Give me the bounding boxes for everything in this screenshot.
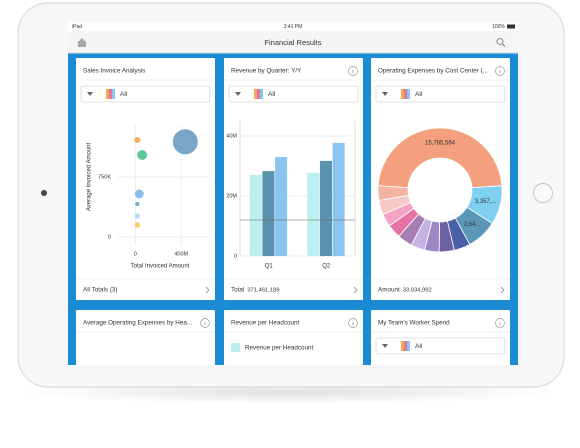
- footer-label: All Totals (3): [83, 287, 118, 294]
- filter-value: All: [120, 91, 128, 98]
- filter-value: All: [415, 343, 423, 350]
- donut-slice: [377, 185, 409, 201]
- y-tick-label: 40M: [226, 133, 237, 139]
- filter-dropdown[interactable]: [375, 337, 506, 355]
- clock: 3:41 PM: [284, 24, 303, 30]
- bar: [319, 160, 332, 256]
- bar: [262, 171, 275, 256]
- filter-value: All: [268, 91, 276, 98]
- card-title: Average Operating Expenses by Hea...: [83, 320, 192, 327]
- bubble: [134, 189, 144, 199]
- footer-value: 371,461,189: [247, 288, 279, 294]
- filter-icon-a: [254, 89, 257, 99]
- y-tick-label: 20M: [226, 193, 237, 199]
- bar: [307, 172, 320, 256]
- bubble: [134, 137, 141, 144]
- filter-icon-a: [401, 341, 404, 351]
- filter-icon-c: [112, 89, 115, 99]
- bubble: [172, 129, 198, 155]
- filter-icon-a: [106, 89, 109, 99]
- footer-label: Total: [231, 287, 244, 294]
- card-title: Operating Expenses by Cost Center (...: [378, 68, 488, 75]
- filter-dropdown[interactable]: [80, 85, 211, 103]
- app-title: Financial Results: [264, 38, 321, 47]
- info-icon[interactable]: [348, 318, 358, 328]
- filter-icon-c: [260, 89, 263, 99]
- dropdown-arrow: [382, 92, 388, 96]
- search-icon-handle: [501, 43, 506, 47]
- info-icon[interactable]: [495, 318, 505, 328]
- search-icon[interactable]: [496, 37, 504, 46]
- filter-icon-b: [404, 341, 407, 351]
- dropdown-arrow: [87, 92, 93, 96]
- footer-chevron[interactable]: [205, 286, 210, 294]
- y-tick-label: 750K: [98, 174, 111, 180]
- y-tick-label: 0: [234, 253, 237, 259]
- bubble: [135, 201, 140, 207]
- camera: [41, 190, 47, 196]
- x-tick-label: Q2: [322, 264, 331, 270]
- x-tick-label: 0: [134, 251, 137, 257]
- footer-label: Amount: [378, 287, 400, 294]
- bar: [332, 142, 345, 256]
- filter-icon-c: [407, 341, 410, 351]
- info-icon[interactable]: [200, 318, 210, 328]
- card: [76, 58, 215, 300]
- filter-value: All: [415, 91, 423, 98]
- bubble: [134, 213, 140, 219]
- dropdown-arrow: [235, 92, 241, 96]
- screen: iPad 3:41 PM 100% Financial Results Sale…: [68, 22, 518, 365]
- battery-icon: [507, 24, 515, 29]
- filter-icon-a: [401, 89, 404, 99]
- bubble: [137, 150, 148, 160]
- footer-chevron[interactable]: [500, 286, 505, 294]
- filter-dropdown[interactable]: [228, 85, 359, 103]
- x-tick-label: 400M: [174, 251, 188, 257]
- bubble: [134, 222, 140, 228]
- x-axis-label: Total Invoiced Amount: [131, 264, 190, 270]
- filter-dropdown[interactable]: [375, 85, 506, 103]
- dropdown-arrow: [382, 344, 388, 348]
- filter-icon-b: [109, 89, 112, 99]
- donut-slice: [377, 127, 503, 189]
- home-icon[interactable]: [77, 38, 87, 47]
- app-header: [68, 31, 518, 53]
- card-title: My Team's Worker Spend: [378, 320, 450, 327]
- battery-text: 100%: [492, 24, 505, 30]
- footer-chevron[interactable]: [353, 286, 358, 294]
- footer-value: 33,034,992: [403, 288, 432, 294]
- card: [76, 310, 215, 365]
- slice-label: 15,785,564: [425, 141, 456, 147]
- card: [224, 310, 363, 365]
- y-tick-label: 0: [108, 234, 111, 240]
- y-axis-label: Average Invoiced Amount: [87, 143, 93, 212]
- card-title: Revenue by Quarter: Y/Y: [231, 68, 302, 75]
- card-title: Sales Invoice Analysis: [83, 68, 145, 75]
- legend-swatch: [231, 343, 240, 352]
- filter-icon-b: [404, 89, 407, 99]
- status-bar: [68, 22, 518, 31]
- info-icon[interactable]: [348, 66, 358, 76]
- filter-icon-b: [257, 89, 260, 99]
- slice-label: 2,64...: [464, 222, 481, 228]
- bar: [249, 175, 262, 256]
- info-icon[interactable]: [495, 66, 505, 76]
- home-button[interactable]: [532, 182, 554, 204]
- device-name: iPad: [72, 24, 82, 30]
- slice-label: 3,357,...: [475, 199, 497, 205]
- legend-label: Revenue per Headcount: [245, 345, 314, 352]
- filter-icon-c: [407, 89, 410, 99]
- x-tick-label: Q1: [265, 264, 274, 270]
- card-title: Revenue per Headcount: [231, 320, 300, 327]
- bar: [275, 157, 288, 256]
